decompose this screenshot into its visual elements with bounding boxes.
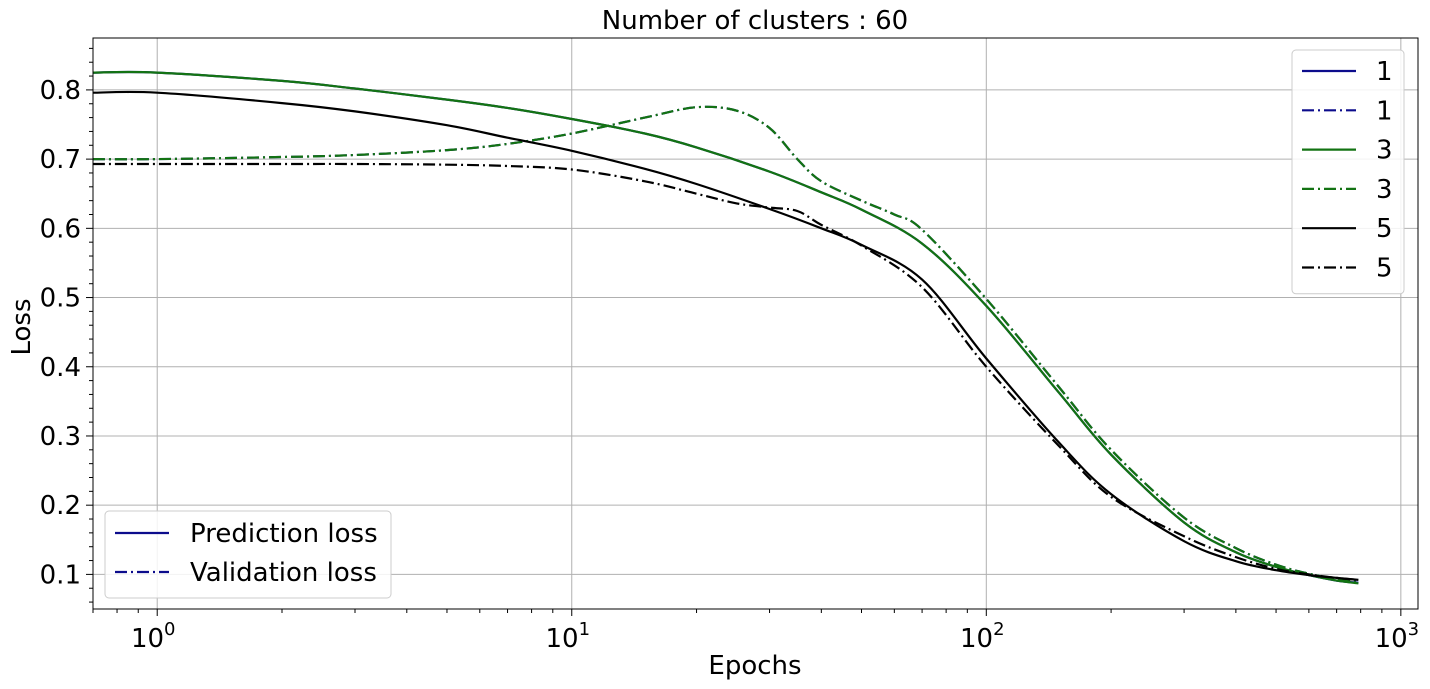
series-line-4 xyxy=(92,90,1359,581)
legend-series-label: 1 xyxy=(1376,57,1393,87)
x-tick-exponent: 0 xyxy=(164,619,175,640)
y-tick-label: 0.7 xyxy=(40,145,81,175)
series-line-3 xyxy=(92,105,1359,584)
plot-frame xyxy=(92,37,1419,610)
legend-linestyle-label: Prediction loss xyxy=(190,519,378,549)
series-line-5 xyxy=(93,162,1359,581)
x-tick-label: 100 xyxy=(131,619,176,654)
x-tick-exponent: 2 xyxy=(993,619,1004,640)
legend-series-label: 3 xyxy=(1376,136,1393,166)
series-line-2 xyxy=(92,70,1359,585)
y-tick-label: 0.8 xyxy=(40,76,81,106)
legend-series-label: 5 xyxy=(1376,214,1393,244)
y-tick-label: 0.3 xyxy=(40,422,81,452)
series-layer xyxy=(92,70,1359,585)
x-tick-exponent: 3 xyxy=(1408,619,1419,640)
legend-series-label: 3 xyxy=(1376,175,1393,205)
x-tick-label: 103 xyxy=(1375,619,1420,654)
legend-series: 1 1 3 3 5 5 xyxy=(1291,49,1405,295)
x-axis-ticks: 100 101 102 103 xyxy=(131,609,1419,654)
y-tick-label: 0.5 xyxy=(40,284,81,314)
x-tick-label: 102 xyxy=(960,619,1005,654)
y-axis-ticks: 0.1 0.2 0.3 0.4 0.5 0.6 0.7 0.8 xyxy=(40,76,93,590)
y-tick-label: 0.2 xyxy=(40,491,81,521)
y-axis-title: Loss xyxy=(7,298,37,355)
x-axis-title: Epochs xyxy=(708,651,801,681)
x-tick-exponent: 1 xyxy=(579,619,590,640)
legend-linestyle-box xyxy=(104,510,392,599)
legend-series-label: 5 xyxy=(1376,254,1393,284)
minor-ticks xyxy=(89,47,1383,613)
legend-series-label: 1 xyxy=(1376,96,1393,126)
legend-linestyle-label: Validation loss xyxy=(190,558,377,588)
y-tick-label: 0.6 xyxy=(40,214,81,244)
legend-linestyle: Prediction loss Validation loss xyxy=(104,510,392,599)
x-tick-label: 101 xyxy=(545,619,590,654)
y-tick-label: 0.4 xyxy=(40,353,81,383)
chart-title: Number of clusters : 60 xyxy=(602,6,908,36)
y-tick-label: 0.1 xyxy=(40,560,81,590)
